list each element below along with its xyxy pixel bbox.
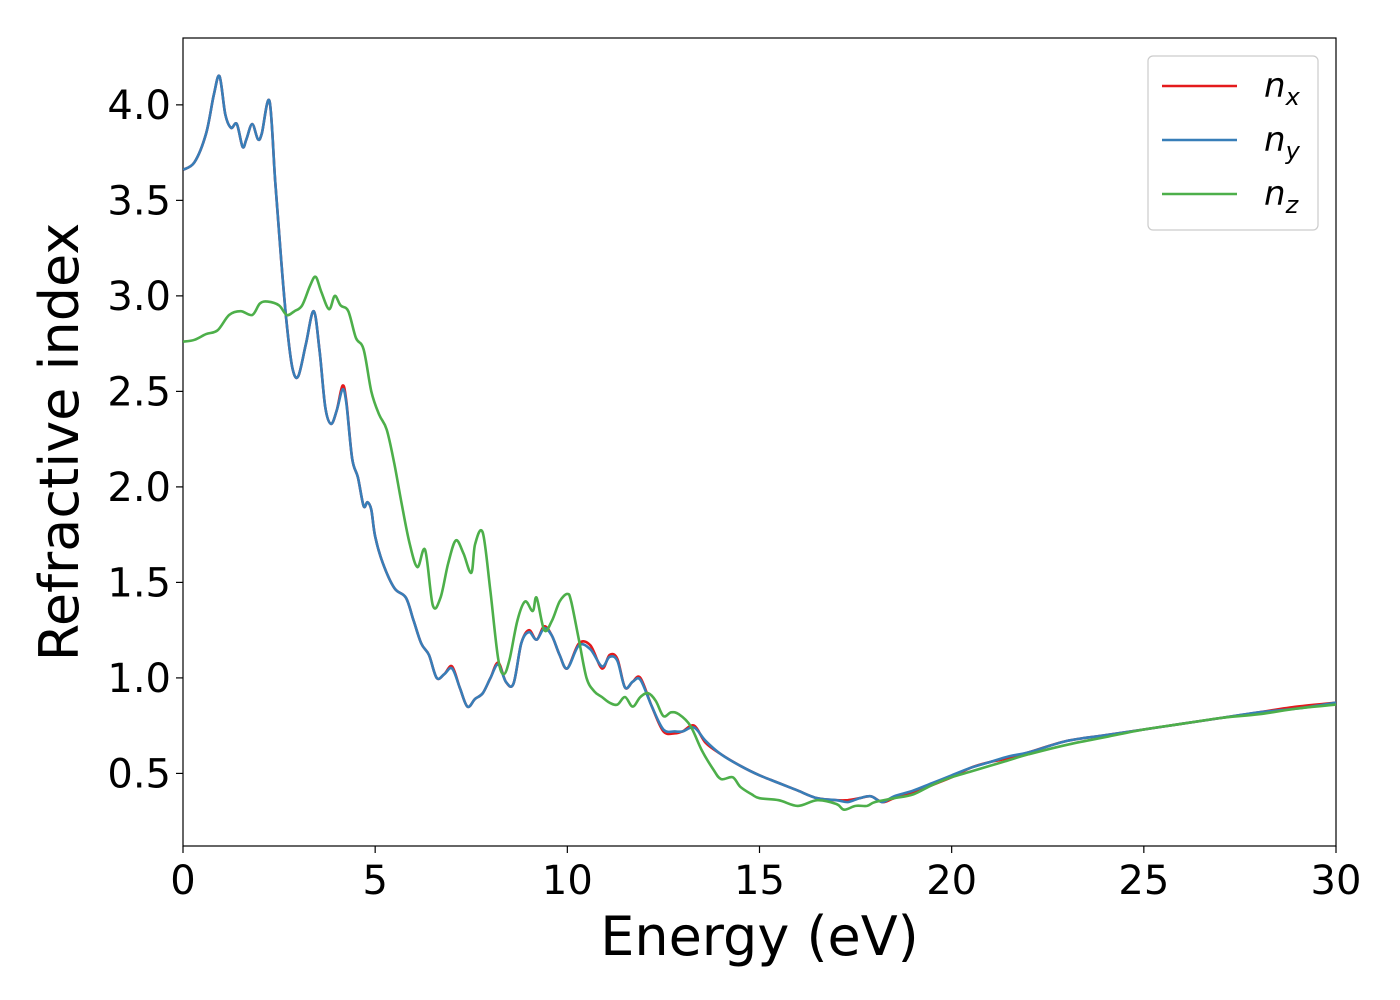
series-line-nz — [183, 275, 1336, 811]
x-tick-label: 10 — [542, 858, 593, 904]
legend-label-ny: ny — [1264, 120, 1301, 165]
y-tick-label: 3.5 — [107, 178, 171, 224]
x-tick-label: 0 — [170, 858, 195, 904]
y-tick-label: 0.5 — [107, 751, 171, 797]
y-axis: 0.5 1.0 1.5 2.0 2.5 3.0 3.5 4.0 — [107, 83, 183, 797]
y-tick-label: 1.0 — [107, 656, 171, 702]
y-tick-label: 2.0 — [107, 465, 171, 511]
x-tick-label: 30 — [1311, 858, 1362, 904]
legend-label-nx: nx — [1264, 66, 1301, 111]
y-tick-label: 1.5 — [107, 560, 171, 606]
legend-label-nz: nz — [1264, 174, 1300, 219]
x-tick-label: 5 — [362, 858, 387, 904]
x-tick-label: 15 — [734, 858, 785, 904]
y-tick-label: 4.0 — [107, 83, 171, 129]
series-layer — [183, 74, 1336, 811]
x-tick-label: 25 — [1118, 858, 1169, 904]
x-axis-title: Energy (eV) — [600, 905, 919, 968]
y-tick-label: 2.5 — [107, 369, 171, 415]
legend: nx ny nz — [1147, 55, 1319, 231]
y-tick-label: 3.0 — [107, 274, 171, 320]
legend-box — [1147, 55, 1319, 231]
y-axis-title: Refractive index — [28, 223, 91, 662]
x-tick-label: 20 — [926, 858, 977, 904]
x-axis: 0 5 10 15 20 25 30 — [170, 846, 1361, 904]
